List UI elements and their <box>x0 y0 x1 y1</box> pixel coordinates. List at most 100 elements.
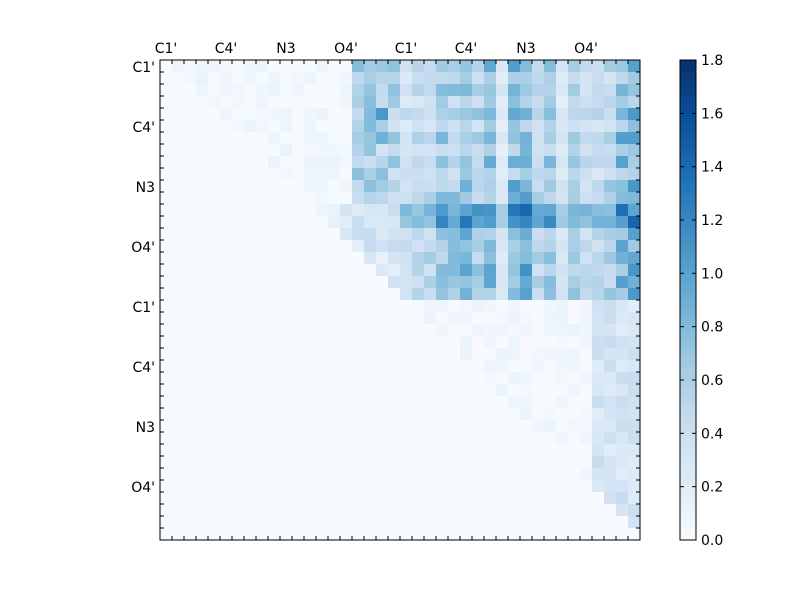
heatmap-cell <box>424 360 437 373</box>
heatmap-cell <box>208 108 221 121</box>
heatmap-cell <box>196 180 209 193</box>
heatmap-cell <box>544 408 557 421</box>
heatmap-cell <box>448 324 461 337</box>
heatmap-cell <box>292 156 305 169</box>
heatmap-cell <box>280 120 293 133</box>
heatmap-cell <box>232 324 245 337</box>
heatmap-cell <box>508 456 521 469</box>
heatmap-cell <box>460 348 473 361</box>
heatmap-cell <box>568 480 581 493</box>
heatmap-cell <box>316 396 329 409</box>
heatmap-cell <box>592 132 605 145</box>
heatmap-cell <box>352 360 365 373</box>
heatmap-cell <box>520 252 533 265</box>
heatmap-cell <box>400 252 413 265</box>
heatmap-cell <box>424 84 437 97</box>
heatmap-cell <box>436 480 449 493</box>
heatmap-cell <box>616 120 629 133</box>
heatmap-cell <box>436 228 449 241</box>
heatmap-cell <box>580 468 593 481</box>
heatmap-cell <box>472 84 485 97</box>
heatmap-cell <box>304 252 317 265</box>
heatmap-cell <box>316 492 329 505</box>
heatmap-cell <box>436 324 449 337</box>
heatmap-cell <box>628 324 641 337</box>
x-tick-label: C4' <box>215 41 238 57</box>
heatmap-cell <box>232 348 245 361</box>
heatmap-cell <box>328 516 341 529</box>
heatmap-cell <box>208 504 221 517</box>
heatmap-cell <box>316 420 329 433</box>
heatmap-cell <box>448 276 461 289</box>
heatmap-cell <box>196 480 209 493</box>
x-tick-label: C1' <box>395 41 418 57</box>
heatmap-cell <box>160 108 173 121</box>
heatmap-cell <box>604 168 617 181</box>
heatmap-cell <box>412 432 425 445</box>
heatmap-cell <box>196 96 209 109</box>
heatmap-cell <box>160 264 173 277</box>
heatmap-cell <box>172 60 185 73</box>
heatmap-cell <box>196 252 209 265</box>
heatmap-cell <box>244 240 257 253</box>
heatmap-cell <box>628 96 641 109</box>
heatmap-cell <box>292 96 305 109</box>
heatmap-cell <box>472 132 485 145</box>
heatmap-cell <box>292 348 305 361</box>
heatmap-cell <box>592 300 605 313</box>
heatmap-cell <box>604 96 617 109</box>
heatmap-cell <box>448 348 461 361</box>
heatmap-cell <box>628 528 641 541</box>
heatmap-cell <box>292 180 305 193</box>
heatmap-cell <box>232 480 245 493</box>
heatmap-cell <box>208 84 221 97</box>
heatmap-cell <box>520 468 533 481</box>
heatmap-cell <box>400 96 413 109</box>
heatmap-cell <box>544 228 557 241</box>
heatmap-cell <box>340 252 353 265</box>
heatmap-cell <box>292 300 305 313</box>
heatmap-cell <box>292 252 305 265</box>
heatmap-cell <box>544 324 557 337</box>
heatmap-cell <box>376 372 389 385</box>
heatmap-cell <box>568 96 581 109</box>
heatmap-cell <box>460 96 473 109</box>
heatmap-cell <box>508 312 521 325</box>
heatmap-cell <box>256 228 269 241</box>
heatmap-cell <box>232 144 245 157</box>
heatmap-cell <box>508 528 521 541</box>
heatmap-cell <box>364 372 377 385</box>
heatmap-cell <box>364 288 377 301</box>
heatmap-cell <box>196 228 209 241</box>
heatmap-cell <box>352 156 365 169</box>
heatmap-cell <box>568 360 581 373</box>
heatmap-cell <box>628 108 641 121</box>
heatmap-cell <box>472 264 485 277</box>
heatmap-cell <box>472 96 485 109</box>
heatmap-cell <box>556 108 569 121</box>
heatmap-cell <box>556 444 569 457</box>
heatmap-cell <box>376 216 389 229</box>
heatmap-cell <box>424 528 437 541</box>
heatmap-cell <box>220 120 233 133</box>
heatmap-cell <box>328 528 341 541</box>
x-tick-label: N3 <box>516 41 535 57</box>
heatmap-cell <box>508 360 521 373</box>
heatmap-cell <box>580 336 593 349</box>
heatmap-cell <box>580 228 593 241</box>
heatmap-cell <box>544 144 557 157</box>
heatmap-cell <box>520 180 533 193</box>
heatmap-cell <box>256 264 269 277</box>
heatmap-cell <box>340 480 353 493</box>
heatmap-cell <box>352 324 365 337</box>
heatmap-cell <box>340 228 353 241</box>
heatmap-cell <box>412 216 425 229</box>
x-tick-label: N3 <box>276 41 295 57</box>
heatmap-cell <box>508 420 521 433</box>
heatmap-cell <box>304 288 317 301</box>
heatmap-cell <box>448 168 461 181</box>
heatmap-cell <box>520 72 533 85</box>
heatmap-cell <box>376 252 389 265</box>
heatmap-cell <box>292 276 305 289</box>
heatmap-cell <box>508 216 521 229</box>
